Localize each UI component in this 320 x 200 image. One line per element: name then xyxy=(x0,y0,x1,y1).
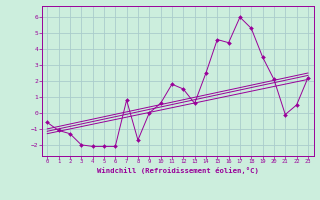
X-axis label: Windchill (Refroidissement éolien,°C): Windchill (Refroidissement éolien,°C) xyxy=(97,167,259,174)
